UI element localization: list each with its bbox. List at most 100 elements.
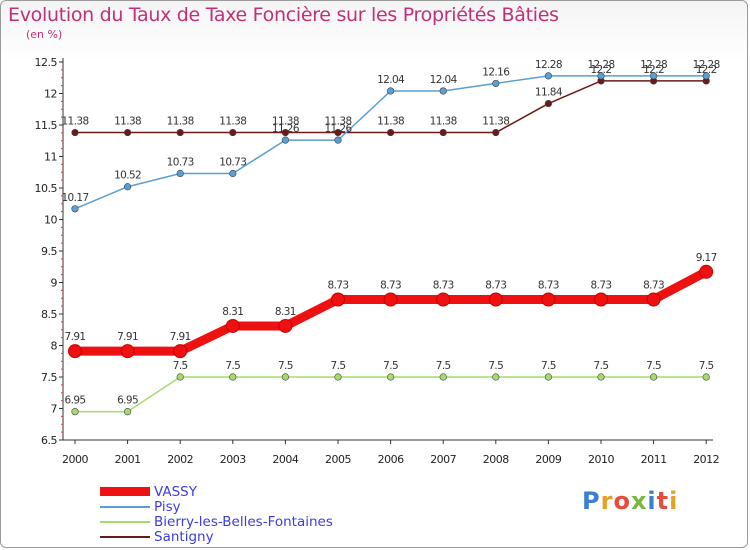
- data-label-vassy: 8.73: [538, 280, 559, 292]
- data-point-santigny: [492, 128, 500, 137]
- y-tick-label: 7.5: [41, 371, 57, 384]
- data-point-bierry-les-belles-fontaines: [334, 373, 342, 381]
- x-tick-label: 2005: [325, 453, 351, 466]
- data-label-pisy: 12.28: [535, 59, 562, 71]
- data-point-bierry-les-belles-fontaines: [229, 373, 237, 381]
- data-label-vassy: 7.91: [65, 331, 86, 343]
- data-point-vassy: [278, 318, 293, 333]
- x-tick-label: 2012: [693, 453, 719, 466]
- x-tick-label: 2008: [483, 453, 509, 466]
- data-label-vassy: 8.73: [328, 280, 349, 292]
- data-label-vassy: 9.17: [696, 252, 717, 264]
- data-label-vassy: 8.73: [643, 280, 664, 292]
- series-line-pisy: [74, 75, 707, 210]
- x-tick-label: 2003: [220, 453, 246, 466]
- x-tick-label: 2010: [588, 453, 614, 466]
- data-label-santigny: 11.38: [272, 116, 299, 128]
- data-point-vassy: [68, 344, 82, 359]
- data-label-pisy: 11.26: [272, 123, 300, 135]
- data-point-santigny: [176, 128, 184, 137]
- data-label-santigny: 11.38: [219, 116, 246, 128]
- data-point-vassy: [699, 264, 714, 279]
- data-point-pisy: [702, 72, 710, 80]
- data-label-bierry-les-belles-fontaines: 7.5: [646, 360, 661, 372]
- data-label-pisy: 12.04: [430, 74, 458, 86]
- data-label-pisy: 12.28: [693, 59, 720, 71]
- data-point-bierry-les-belles-fontaines: [597, 373, 605, 381]
- data-label-santigny: 12.2: [643, 64, 664, 76]
- logo-letter: i: [669, 487, 679, 515]
- data-label-santigny: 12.2: [591, 64, 612, 76]
- data-label-bierry-les-belles-fontaines: 6.95: [65, 395, 86, 407]
- y-tick-label: 12.5: [35, 56, 58, 69]
- data-point-bierry-les-belles-fontaines: [387, 373, 395, 381]
- x-tick-label: 2001: [115, 453, 141, 466]
- data-point-bierry-les-belles-fontaines: [71, 408, 79, 416]
- data-label-santigny: 11.38: [114, 116, 141, 128]
- data-label-pisy: 12.04: [377, 74, 405, 86]
- y-tick-label: 8.5: [41, 308, 57, 321]
- chart-title: Evolution du Taux de Taxe Foncière sur l…: [8, 4, 559, 26]
- data-point-pisy: [544, 72, 553, 80]
- data-point-santigny: [229, 128, 237, 137]
- data-label-santigny: 11.38: [377, 116, 404, 128]
- data-label-vassy: 8.73: [380, 280, 401, 292]
- data-label-bierry-les-belles-fontaines: 7.5: [173, 360, 188, 372]
- data-point-pisy: [334, 136, 342, 144]
- data-point-vassy: [225, 318, 240, 333]
- logo-letter: o: [613, 487, 631, 515]
- logo-letter: r: [600, 487, 614, 515]
- data-point-bierry-les-belles-fontaines: [176, 373, 184, 381]
- data-point-santigny: [334, 128, 342, 137]
- data-point-vassy: [541, 292, 556, 307]
- y-tick-label: 9: [51, 277, 58, 290]
- data-label-santigny: 12.2: [696, 64, 717, 76]
- data-label-pisy: 10.73: [219, 157, 246, 169]
- data-point-bierry-les-belles-fontaines: [702, 373, 710, 381]
- legend-swatch-santigny: [100, 536, 150, 538]
- data-label-bierry-les-belles-fontaines: 7.5: [541, 360, 556, 372]
- data-label-bierry-les-belles-fontaines: 7.5: [331, 360, 346, 372]
- data-point-pisy: [229, 169, 237, 178]
- data-label-vassy: 7.91: [117, 331, 138, 343]
- x-tick-label: 2002: [167, 453, 193, 466]
- data-point-santigny: [123, 128, 132, 137]
- data-label-pisy: 10.17: [61, 192, 88, 204]
- data-point-pisy: [71, 205, 79, 213]
- data-label-vassy: 8.31: [222, 306, 243, 318]
- data-point-pisy: [281, 136, 290, 144]
- data-point-bierry-les-belles-fontaines: [649, 373, 658, 381]
- data-label-vassy: 8.31: [275, 306, 296, 318]
- logo-letter: t: [656, 487, 670, 515]
- data-point-pisy: [492, 79, 500, 88]
- x-tick-label: 2000: [62, 453, 88, 466]
- logo-letter: P: [582, 487, 601, 515]
- series-line-bierry-les-belles-fontaines: [75, 376, 707, 413]
- data-point-bierry-les-belles-fontaines: [544, 373, 553, 381]
- data-point-vassy: [436, 292, 451, 307]
- legend-label-santigny: Santigny: [154, 529, 214, 545]
- data-label-bierry-les-belles-fontaines: 7.5: [278, 360, 293, 372]
- data-point-santigny: [387, 128, 395, 137]
- data-point-santigny: [71, 128, 79, 137]
- data-point-santigny: [544, 99, 553, 108]
- data-point-pisy: [176, 169, 184, 178]
- data-label-pisy: 10.73: [167, 157, 194, 169]
- data-label-santigny: 11.84: [535, 87, 563, 99]
- legend-label-bierry: Bierry-les-Belles-Fontaines: [154, 514, 333, 530]
- data-point-pisy: [387, 87, 395, 95]
- y-tick-label: 11.5: [35, 119, 58, 132]
- data-point-vassy: [594, 292, 608, 307]
- data-label-santigny: 11.38: [482, 116, 509, 128]
- data-label-santigny: 11.38: [61, 116, 88, 128]
- data-label-pisy: 11.26: [324, 123, 352, 135]
- data-label-pisy: 12.16: [482, 66, 510, 78]
- data-point-vassy: [488, 292, 503, 307]
- logo-letter: i: [647, 487, 657, 515]
- y-tick-label: 12: [44, 88, 57, 101]
- data-point-bierry-les-belles-fontaines: [439, 373, 447, 381]
- data-label-vassy: 8.73: [485, 280, 506, 292]
- data-point-pisy: [649, 72, 658, 80]
